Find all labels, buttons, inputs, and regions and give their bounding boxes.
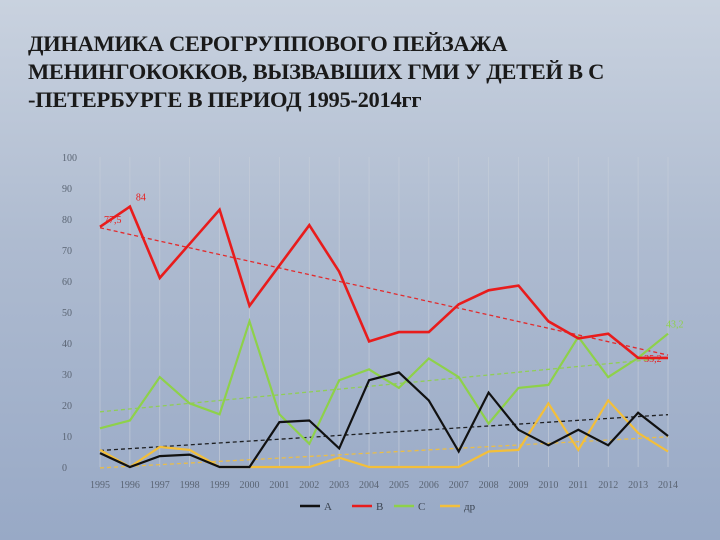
x-tick-label: 2007 <box>449 480 469 491</box>
trendline-B <box>99 227 669 356</box>
legend-label-др: др <box>464 501 476 513</box>
legend-label-A: A <box>324 501 332 513</box>
y-tick-label: 0 <box>62 463 67 474</box>
x-tick-label: 2001 <box>269 480 289 491</box>
y-tick-label: 90 <box>62 184 72 195</box>
x-tick-label: 1996 <box>120 480 140 491</box>
y-tick-label: 10 <box>62 432 72 443</box>
title-line-3: -ПЕТЕРБУРГЕ В ПЕРИОД 1995-2014гг <box>28 87 422 112</box>
x-tick-label: 1999 <box>210 480 230 491</box>
y-tick-label: 40 <box>62 339 72 350</box>
title-line-2: МЕНИНГОКОККОВ, ВЫЗВАВШИХ ГМИ У ДЕТЕЙ В С <box>28 59 605 84</box>
x-tick-label: 2008 <box>479 480 499 491</box>
x-tick-label: 2000 <box>239 480 259 491</box>
x-tick-label: 2012 <box>598 480 618 491</box>
x-tick-label: 1997 <box>150 480 170 491</box>
y-tick-label: 70 <box>62 246 72 257</box>
title-line-1: ДИНАМИКА СЕРОГРУППОВОГО ПЕЙЗАЖА <box>28 31 508 56</box>
x-tick-label: 2011 <box>568 480 588 491</box>
x-tick-label: 2006 <box>419 480 439 491</box>
data-label: 77,5 <box>104 215 122 226</box>
x-tick-label: 2004 <box>359 480 379 491</box>
trendline-A <box>99 414 669 452</box>
x-tick-label: 2014 <box>658 480 678 491</box>
y-tick-label: 50 <box>62 308 72 319</box>
x-tick-label: 2013 <box>628 480 648 491</box>
series-line-др <box>99 398 669 469</box>
x-tick-label: 1998 <box>180 480 200 491</box>
data-label: 35,2 <box>644 354 662 365</box>
x-tick-label: 2002 <box>299 480 319 491</box>
x-tick-label: 2005 <box>389 480 409 491</box>
y-tick-label: 20 <box>62 401 72 412</box>
series-line-B <box>99 204 668 360</box>
y-tick-label: 60 <box>62 277 72 288</box>
y-tick-label: 80 <box>62 215 72 226</box>
series-line-A <box>99 371 669 469</box>
x-tick-label: 2010 <box>538 480 558 491</box>
data-label: 84 <box>136 193 146 204</box>
x-tick-label: 2003 <box>329 480 349 491</box>
trendline-др <box>99 436 669 469</box>
legend-label-B: B <box>376 501 383 513</box>
slide-title: ДИНАМИКА СЕРОГРУППОВОГО ПЕЙЗАЖА МЕНИНГОК… <box>28 30 708 114</box>
x-tick-label: 1995 <box>90 480 110 491</box>
series-line-C <box>99 317 669 446</box>
data-label: 43,2 <box>666 320 684 331</box>
trendline-C <box>99 357 669 413</box>
y-tick-label: 30 <box>62 370 72 381</box>
y-tick-label: 100 <box>62 153 77 164</box>
x-tick-label: 2009 <box>509 480 529 491</box>
legend-label-C: C <box>418 501 425 513</box>
